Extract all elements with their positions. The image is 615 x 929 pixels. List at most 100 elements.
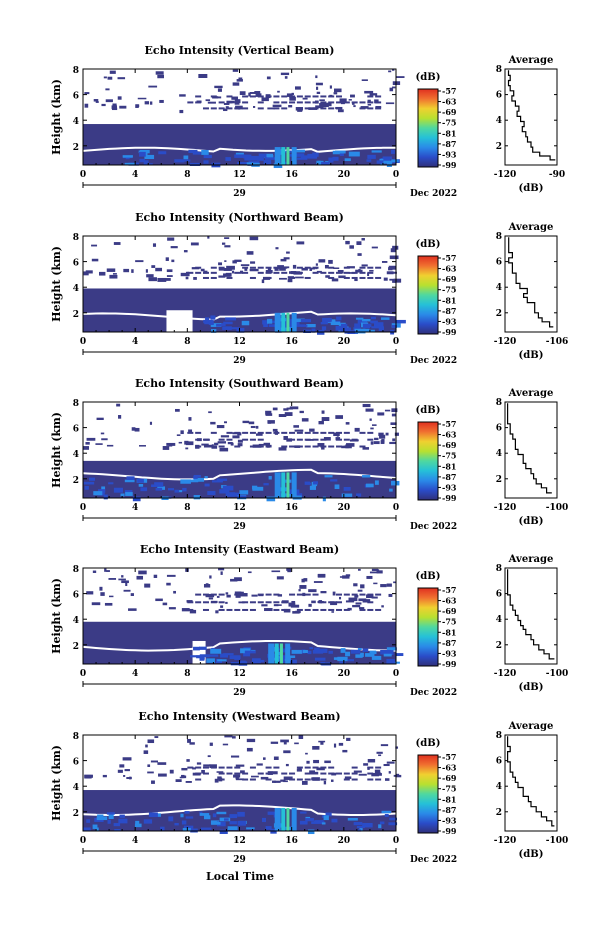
echo-cell — [234, 656, 240, 660]
echo-cell — [241, 320, 250, 326]
echo-cell — [391, 413, 397, 417]
echo-cell — [383, 763, 390, 767]
echo-cell — [370, 320, 378, 324]
echo-cell — [362, 475, 371, 478]
echo-cell — [210, 421, 216, 425]
echo-cell — [267, 420, 275, 424]
echo-cell — [148, 277, 157, 282]
echo-cell — [273, 101, 280, 104]
echo-cell — [231, 736, 236, 739]
colorbar-tick-label: -93 — [442, 316, 457, 326]
echo-cell — [348, 597, 358, 602]
echo-cell — [195, 445, 202, 448]
echo-cell — [339, 596, 342, 600]
echo-cell — [273, 593, 280, 596]
echo-cell — [298, 589, 301, 592]
echo-cell — [365, 653, 375, 657]
colorbar-tick-label: -63 — [442, 763, 457, 773]
echo-cell — [296, 241, 305, 245]
echo-cell — [157, 762, 167, 765]
echo-cell — [281, 107, 288, 110]
echo-cell — [304, 431, 311, 434]
echo-cell — [246, 162, 254, 166]
echo-cell — [195, 431, 202, 434]
echo-cell — [281, 608, 288, 611]
x-tick-label: 8 — [184, 836, 190, 846]
echo-cell — [335, 415, 344, 419]
echo-cell — [83, 481, 95, 485]
echo-cell — [97, 814, 104, 818]
echo-cell — [263, 323, 268, 328]
echo-cell — [355, 317, 364, 320]
echo-cell — [166, 582, 171, 586]
echo-cell — [304, 95, 311, 98]
heatmap — [82, 568, 404, 666]
echo-cell — [218, 608, 225, 611]
echo-cell — [383, 160, 393, 164]
echo-cell — [355, 654, 363, 658]
echo-cell — [138, 150, 143, 154]
echo-cell — [339, 576, 343, 578]
echo-cell — [118, 578, 126, 581]
echo-cell — [148, 85, 158, 88]
echo-cell — [375, 766, 382, 769]
echo-cell — [107, 819, 111, 824]
echo-cell — [381, 261, 388, 263]
echo-cell — [320, 741, 324, 745]
echo-cell — [328, 259, 333, 264]
echo-cell — [138, 570, 147, 575]
peak-echo — [274, 312, 281, 332]
echo-cell — [250, 261, 256, 264]
profile-title: Average — [508, 55, 554, 66]
echo-cell — [351, 271, 358, 274]
echo-cell — [318, 259, 326, 263]
echo-cell — [281, 95, 288, 98]
echo-cell — [320, 95, 327, 98]
colorbar-tick-label: -87 — [442, 306, 456, 316]
echo-cell — [252, 444, 262, 448]
echo-cell — [207, 491, 216, 496]
echo-cell — [393, 581, 396, 584]
echo-cell — [249, 91, 257, 94]
y-tick-label: 4 — [73, 284, 79, 294]
echo-cell — [312, 778, 319, 781]
profile-x-tick-label: -100 — [546, 836, 569, 846]
echo-cell — [389, 87, 394, 92]
echo-cell — [244, 157, 253, 161]
echo-layer — [83, 288, 396, 332]
echo-cell — [234, 577, 242, 582]
peak-echo — [274, 807, 281, 831]
x-tick-label: 12 — [233, 170, 246, 180]
echo-cell — [226, 265, 235, 270]
echo-cell — [363, 763, 369, 766]
echo-cell — [234, 102, 240, 105]
echo-cell — [265, 157, 276, 160]
echo-cell — [147, 739, 155, 744]
echo-cell — [220, 323, 226, 326]
echo-cell — [242, 772, 249, 775]
echo-cell — [343, 276, 350, 279]
echo-cell — [225, 157, 231, 162]
echo-cell — [320, 322, 328, 325]
echo-cell — [341, 493, 353, 497]
echo-cell — [193, 646, 200, 651]
profile-line — [507, 569, 555, 660]
peak-echo — [286, 147, 290, 165]
echo-cell — [290, 604, 300, 608]
echo-cell — [359, 107, 366, 110]
echo-cell — [83, 446, 90, 450]
echo-cell — [281, 271, 288, 274]
echo-cell — [179, 109, 184, 114]
echo-cell — [257, 271, 264, 274]
echo-cell — [225, 492, 236, 497]
echo-cell — [207, 101, 216, 104]
echo-cell — [144, 154, 155, 160]
echo-cell — [229, 821, 237, 825]
echo-cell — [218, 601, 225, 604]
echo-cell — [336, 433, 339, 437]
colorbar-unit: (dB) — [416, 738, 441, 749]
echo-cell — [106, 268, 116, 272]
echo-cell — [395, 746, 399, 749]
colorbar-tick-label: -63 — [442, 596, 457, 606]
date-label: Dec 2022 — [410, 522, 457, 532]
